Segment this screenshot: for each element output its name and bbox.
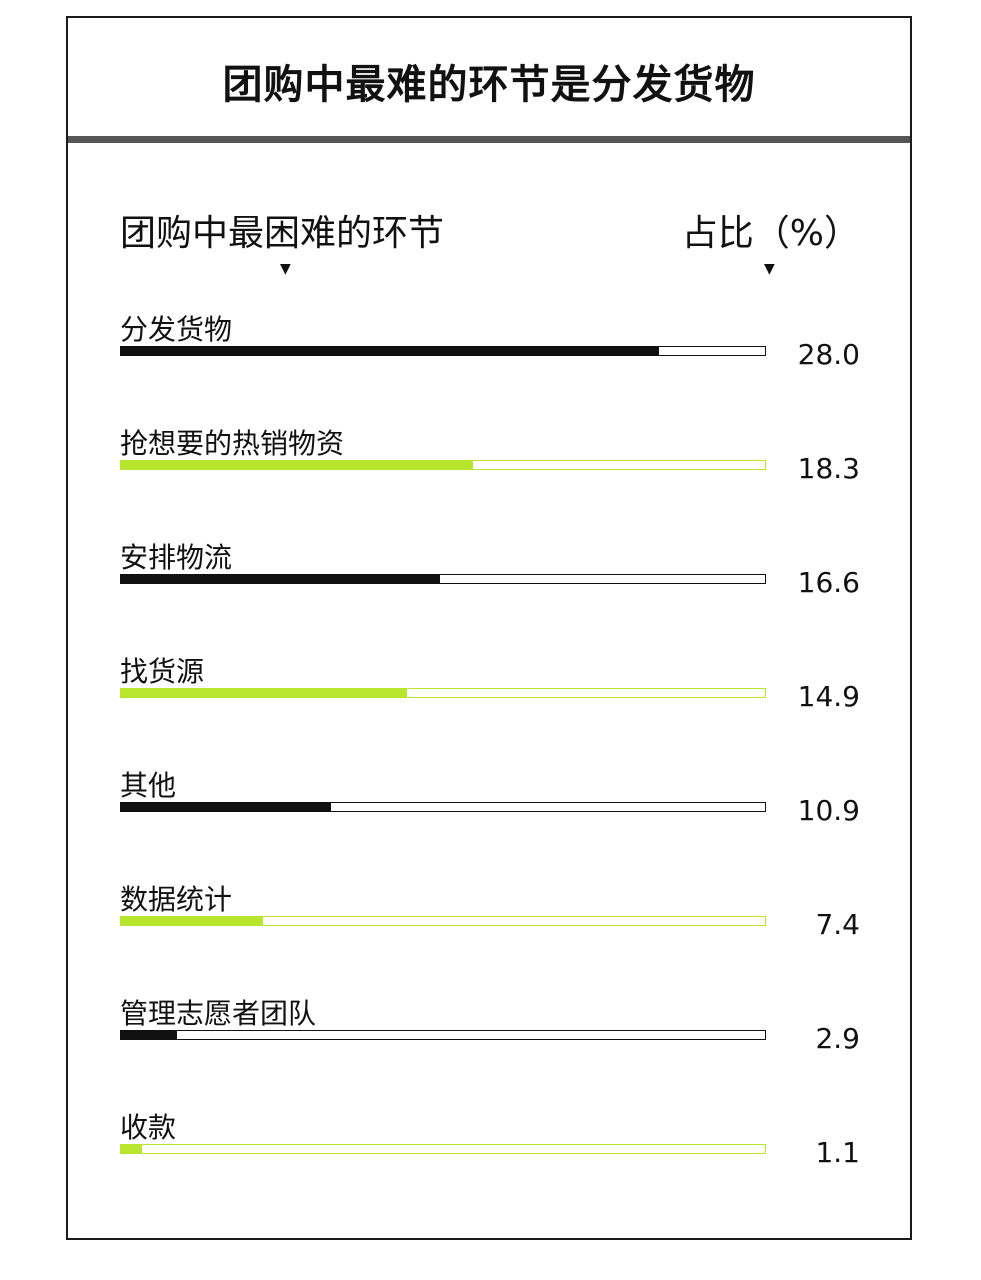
- bar-value-label: 16.6: [797, 566, 860, 599]
- bar-category-label: 找货源: [120, 655, 205, 688]
- bar-category-label: 收款: [120, 1111, 177, 1144]
- bar-track: [120, 916, 766, 926]
- bar-category-label: 其他: [120, 769, 177, 802]
- bar-row: 其他 10.9: [68, 764, 910, 844]
- bar-category-label: 抢想要的热销物资: [120, 427, 345, 460]
- bar-value-label: 7.4: [815, 908, 860, 941]
- bar-row: 抢想要的热销物资 18.3: [68, 422, 910, 502]
- bar-fill: [121, 575, 441, 583]
- bar-category-label: 安排物流: [120, 541, 233, 574]
- bar-fill: [121, 689, 408, 697]
- bar-value-label: 18.3: [797, 452, 860, 485]
- bar-chart-area: 分发货物 28.0 抢想要的热销物资 18.3 安排物流 16.6 找货源 14.9 其他 10.…: [68, 18, 910, 1238]
- chart-title: 团购中最难的环节是分发货物: [222, 62, 756, 108]
- bar-track: [120, 1030, 766, 1040]
- bar-category-label: 数据统计: [120, 883, 233, 916]
- category-header-arrow-icon: ▼: [280, 261, 291, 277]
- bar-row: 数据统计 7.4: [68, 878, 910, 958]
- bar-track: [120, 1144, 766, 1154]
- bar-fill: [121, 461, 473, 469]
- bar-value-label: 1.1: [815, 1136, 860, 1169]
- bar-fill: [121, 803, 331, 811]
- bar-row: 收款 1.1: [68, 1106, 910, 1186]
- bar-value-label: 2.9: [815, 1022, 860, 1055]
- bar-category-label: 管理志愿者团队: [120, 997, 317, 1030]
- bar-row: 安排物流 16.6: [68, 536, 910, 616]
- bar-value-label: 10.9: [797, 794, 860, 827]
- value-header-arrow-icon: ▼: [764, 261, 775, 277]
- bar-track: [120, 574, 766, 584]
- bar-value-label: 28.0: [797, 338, 860, 371]
- chart-frame: 团购中最难的环节是分发货物 团购中最困难的环节 占比（%） ▼ ▼ 分发货物 28…: [66, 16, 912, 1240]
- title-band: 团购中最难的环节是分发货物: [68, 18, 910, 136]
- bar-fill: [121, 1145, 143, 1153]
- bar-track: [120, 802, 766, 812]
- bar-row: 管理志愿者团队 2.9: [68, 992, 910, 1072]
- bar-fill: [121, 1031, 177, 1039]
- bar-row: 找货源 14.9: [68, 650, 910, 730]
- bar-value-label: 14.9: [797, 680, 860, 713]
- bar-fill: [121, 347, 660, 355]
- category-column-header: 团购中最困难的环节: [120, 213, 445, 254]
- bar-track: [120, 346, 766, 356]
- bar-track: [120, 460, 766, 470]
- value-column-header: 占比（%）: [681, 213, 860, 254]
- title-divider: [68, 136, 910, 143]
- bar-track: [120, 688, 766, 698]
- bar-row: 分发货物 28.0: [68, 308, 910, 388]
- bar-fill: [121, 917, 264, 925]
- bar-category-label: 分发货物: [120, 313, 233, 346]
